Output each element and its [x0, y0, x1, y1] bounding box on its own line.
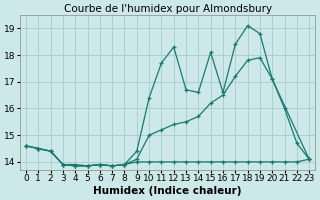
Title: Courbe de l'humidex pour Almondsbury: Courbe de l'humidex pour Almondsbury	[63, 4, 272, 14]
X-axis label: Humidex (Indice chaleur): Humidex (Indice chaleur)	[93, 186, 242, 196]
